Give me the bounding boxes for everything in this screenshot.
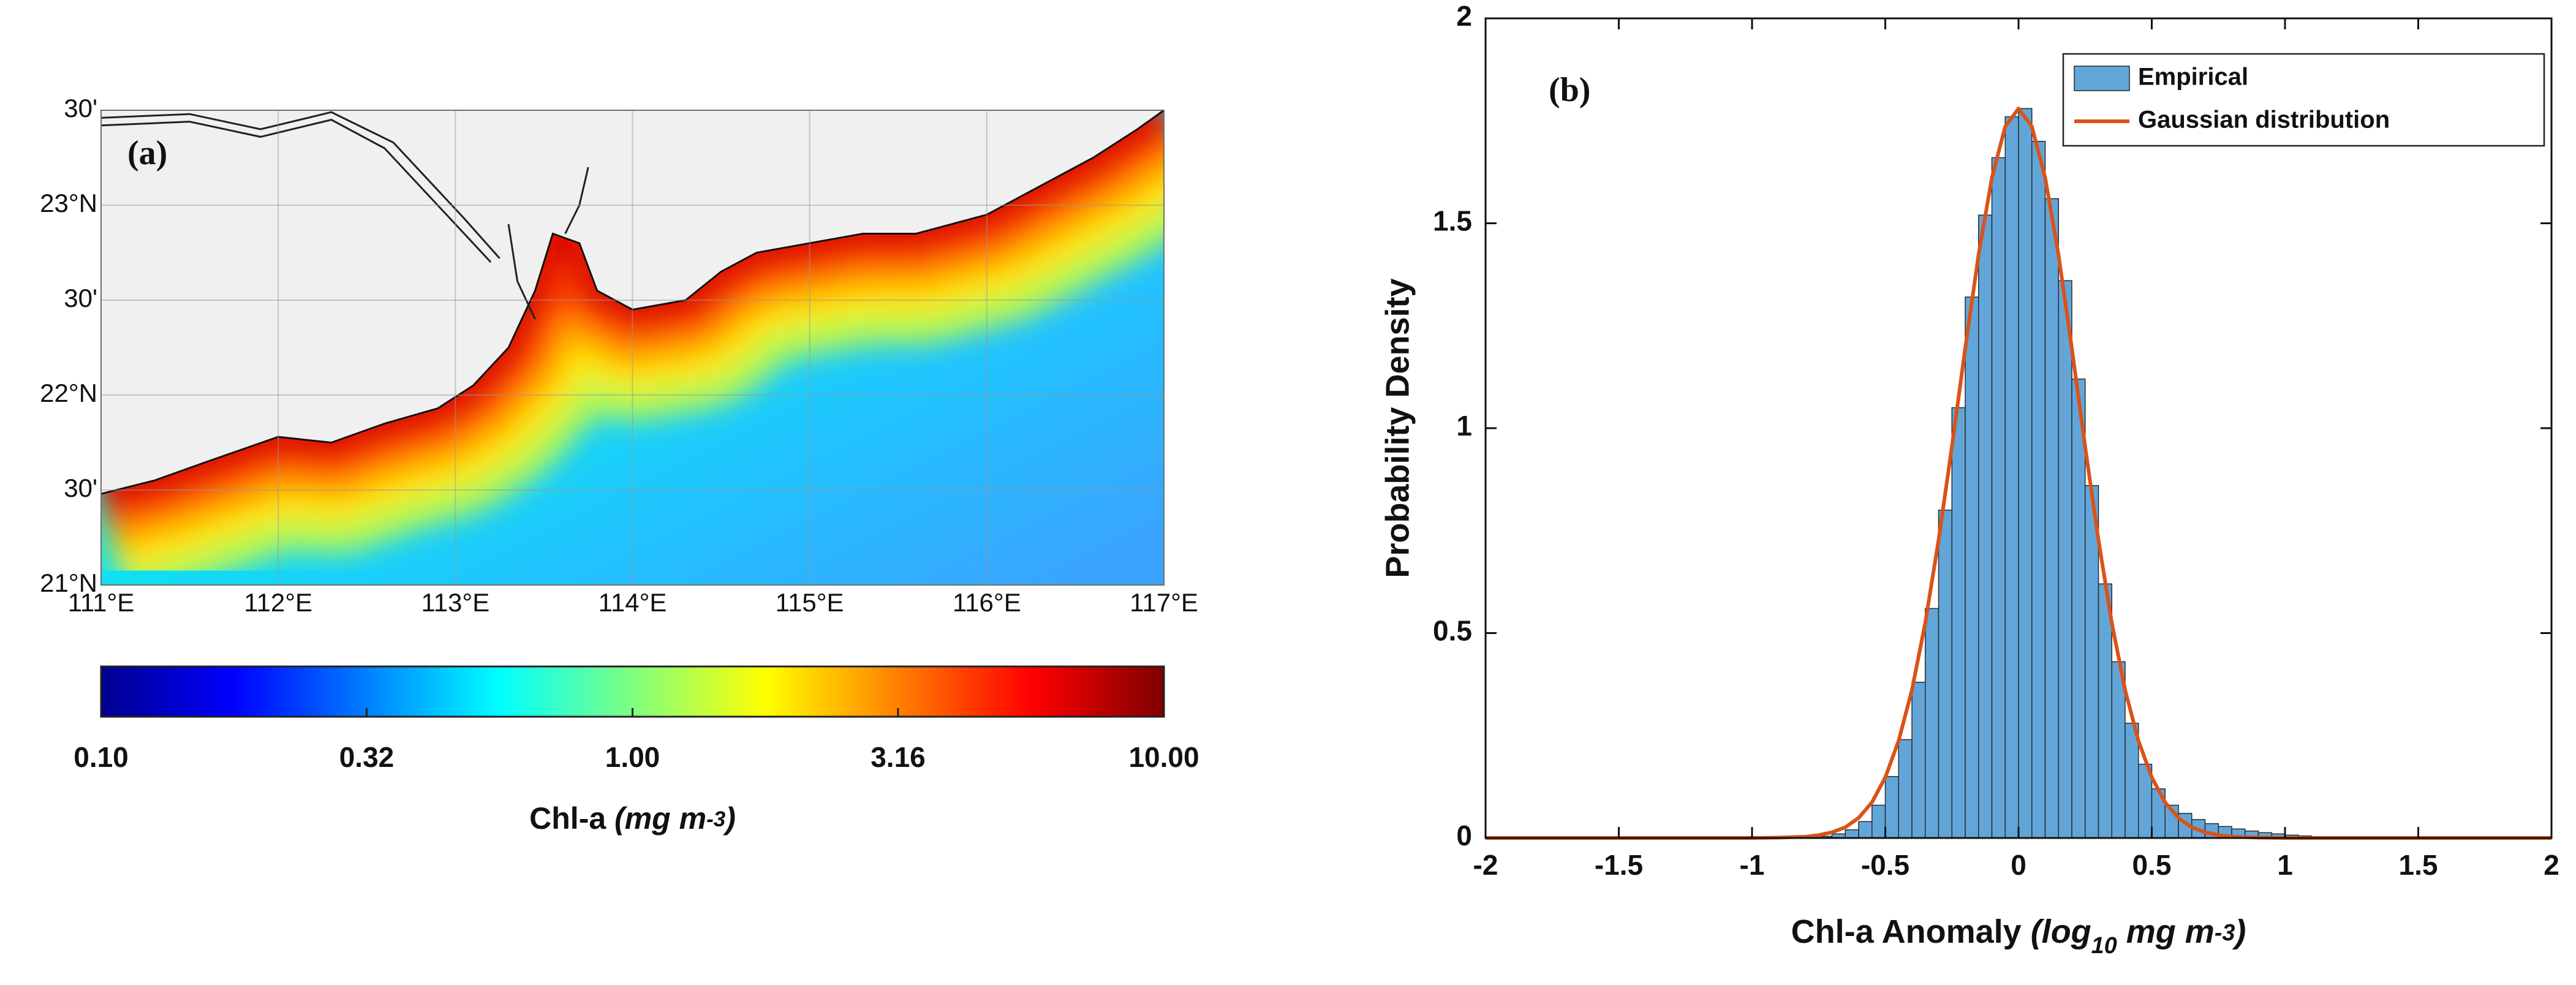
bar [2044,198,2059,839]
x-tick-label: -1 [1740,849,1765,881]
label-part: (mg m [614,801,706,836]
bar [1925,608,1940,839]
label-part: -3 [2215,920,2235,946]
bar [1884,776,1899,839]
y-label: Probability Density [1379,278,1416,578]
axis-label: Chl-a Anomaly (log10 mg m-3) [1791,913,2246,959]
y-tick-label: 1 [1456,410,1472,442]
bar [2098,583,2112,839]
x-tick-label: -1.5 [1595,849,1643,881]
colorbar-tick-label: 10.00 [1128,741,1199,773]
bar [2058,280,2072,839]
bar [2071,378,2086,839]
label-part: -3 [706,807,726,831]
label-part: mg m [2117,913,2215,950]
y-tick-label: 0 [1456,820,1472,851]
colorbar-tick-label: 3.16 [871,741,926,773]
x-tick-label: 115°E [776,588,844,617]
y-tick-label: 30' [64,94,97,123]
line [1486,107,2551,840]
bar [2018,108,2033,839]
panel-label: (a) [127,134,167,172]
y-tick-label: 21°N [40,568,97,597]
bar [2004,116,2019,839]
colorbar-tick-label: 0.32 [339,741,395,773]
x-tick-label: 114°E [599,588,667,617]
bar [1911,682,1926,839]
bar [2031,140,2046,839]
x-tick-label: 117°E [1130,588,1198,617]
y-tick-label: 30' [64,284,97,312]
bar [1845,829,1859,839]
x-tick-label: 2 [2544,849,2559,881]
y-tick-label: 22°N [40,379,97,407]
x-tick-label: 113°E [421,588,489,617]
bar [1965,296,1979,839]
bar [1858,821,1873,839]
legend-swatch [2074,66,2130,91]
x-tick-label: 1 [2277,849,2293,881]
colorbar-tick-label: 1.00 [605,741,660,773]
river [101,118,492,263]
bar [1872,804,1886,839]
river [507,224,536,320]
bar [1898,739,1913,839]
y-tick-label: 2 [1456,0,1472,32]
label-part: (log [2031,913,2091,950]
legend-box [2062,53,2545,147]
x-tick-label: -2 [1473,849,1498,881]
legend-label: Empirical [2138,64,2248,91]
bar [1978,214,1993,839]
y-tick-label: 23°N [40,189,97,217]
river [101,111,500,259]
label-part: ) [722,801,736,836]
panel-label: (b) [1549,71,1590,109]
x-tick-label: 111°E [68,588,135,617]
label-part: 10 [2091,933,2117,959]
label-part: Chl-a Anomaly [1791,913,2031,950]
x-tick-label: 112°E [244,588,312,617]
x-tick-label: -0.5 [1861,849,1909,881]
axis-label: Chl-a (mg m-3) [529,801,736,836]
bar [1938,510,1952,839]
x-tick-label: 0.5 [2132,849,2172,881]
y-tick-label: 0.5 [1433,615,1472,647]
x-tick-label: 0 [2011,849,2026,881]
y-tick-label: 30' [64,474,97,502]
y-tick-label: 1.5 [1433,205,1472,237]
label-part: ) [2232,913,2246,950]
x-tick-label: 1.5 [2399,849,2438,881]
bar [1951,407,1966,839]
legend-label: Gaussian distribution [2138,107,2390,134]
label-part: Chl-a [529,801,614,836]
x-tick-label: 116°E [953,588,1021,617]
colorbar-tick-label: 0.10 [74,741,129,773]
bar [1991,157,2006,839]
